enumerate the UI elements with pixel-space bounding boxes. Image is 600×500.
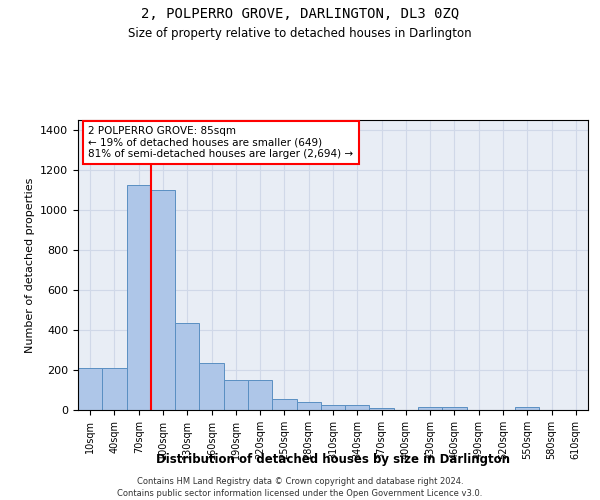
Bar	[515, 407, 539, 410]
Bar	[78, 368, 102, 410]
Bar	[199, 363, 224, 410]
Bar	[224, 380, 248, 410]
Y-axis label: Number of detached properties: Number of detached properties	[25, 178, 35, 352]
Bar	[321, 405, 345, 410]
Text: Contains HM Land Registry data © Crown copyright and database right 2024.: Contains HM Land Registry data © Crown c…	[137, 478, 463, 486]
Bar	[151, 190, 175, 410]
Text: Size of property relative to detached houses in Darlington: Size of property relative to detached ho…	[128, 28, 472, 40]
Bar	[442, 407, 467, 410]
Bar	[127, 185, 151, 410]
Text: 2, POLPERRO GROVE, DARLINGTON, DL3 0ZQ: 2, POLPERRO GROVE, DARLINGTON, DL3 0ZQ	[141, 8, 459, 22]
Bar	[345, 405, 370, 410]
Text: Contains public sector information licensed under the Open Government Licence v3: Contains public sector information licen…	[118, 489, 482, 498]
Bar	[248, 380, 272, 410]
Bar	[272, 398, 296, 410]
Bar	[418, 407, 442, 410]
Text: Distribution of detached houses by size in Darlington: Distribution of detached houses by size …	[156, 452, 510, 466]
Bar	[175, 323, 199, 410]
Bar	[370, 408, 394, 410]
Text: 2 POLPERRO GROVE: 85sqm
← 19% of detached houses are smaller (649)
81% of semi-d: 2 POLPERRO GROVE: 85sqm ← 19% of detache…	[88, 126, 353, 159]
Bar	[296, 402, 321, 410]
Bar	[102, 368, 127, 410]
